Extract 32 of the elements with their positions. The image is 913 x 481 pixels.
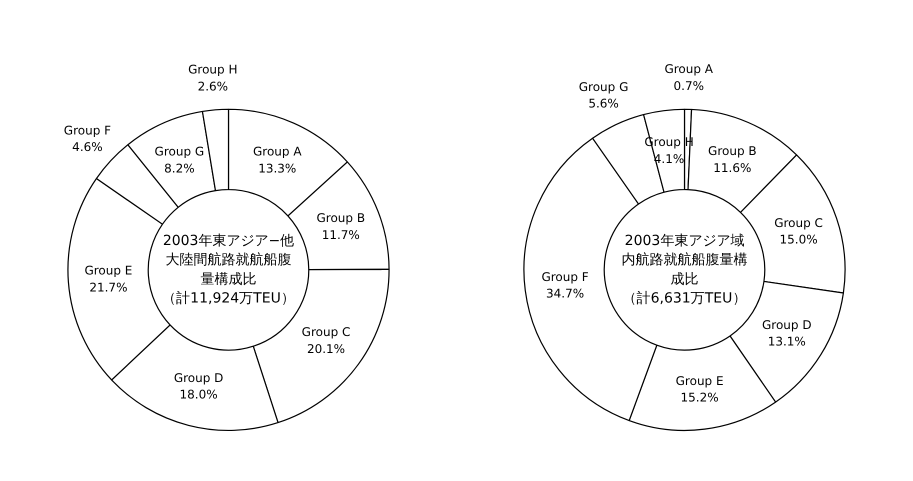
slice-label: Group D [174, 370, 224, 385]
slice-label: Group G [154, 144, 204, 159]
data-label: 15.0% [779, 232, 818, 247]
slice-label: Group C [302, 325, 350, 340]
data-label: 5.6% [588, 96, 619, 111]
data-label: 34.7% [546, 286, 584, 301]
text: 2003年東アジア−他大陸間航路就航船腹量構成比（計11,924万TEU） [162, 233, 295, 307]
slice-label: Group H [188, 62, 238, 77]
data-label: 11.7% [322, 228, 360, 242]
data-label: 8.2% [164, 161, 195, 176]
data-label: 13.3% [258, 161, 296, 176]
slice-label: Group F [64, 123, 112, 138]
data-label: 4.6% [72, 140, 103, 154]
slice-label: Group B [316, 210, 366, 225]
data-label: 2.6% [198, 80, 228, 94]
slice-label: Group E [676, 374, 724, 388]
slice-label: Group F [541, 270, 589, 284]
data-label: 15.2% [680, 390, 719, 405]
slice-label: Group B [708, 144, 757, 158]
slice-label: Group G [578, 80, 628, 94]
slice-label: Group A [664, 62, 714, 76]
data-label: 18.0% [180, 388, 218, 402]
data-label: 21.7% [89, 280, 128, 294]
data-label: 13.1% [768, 334, 806, 349]
text: 2003年東アジア域内航路就航船腹量構成比（計6,631万TEU） [622, 233, 748, 307]
slice-label: Group E [84, 264, 132, 278]
slice-label: Group A [252, 144, 302, 159]
slice-label: Group C [774, 216, 823, 230]
data-label: 0.7% [673, 78, 704, 93]
data-label: 11.6% [713, 160, 752, 175]
slice-label: Group D [762, 318, 812, 332]
data-label: 20.1% [306, 342, 346, 356]
